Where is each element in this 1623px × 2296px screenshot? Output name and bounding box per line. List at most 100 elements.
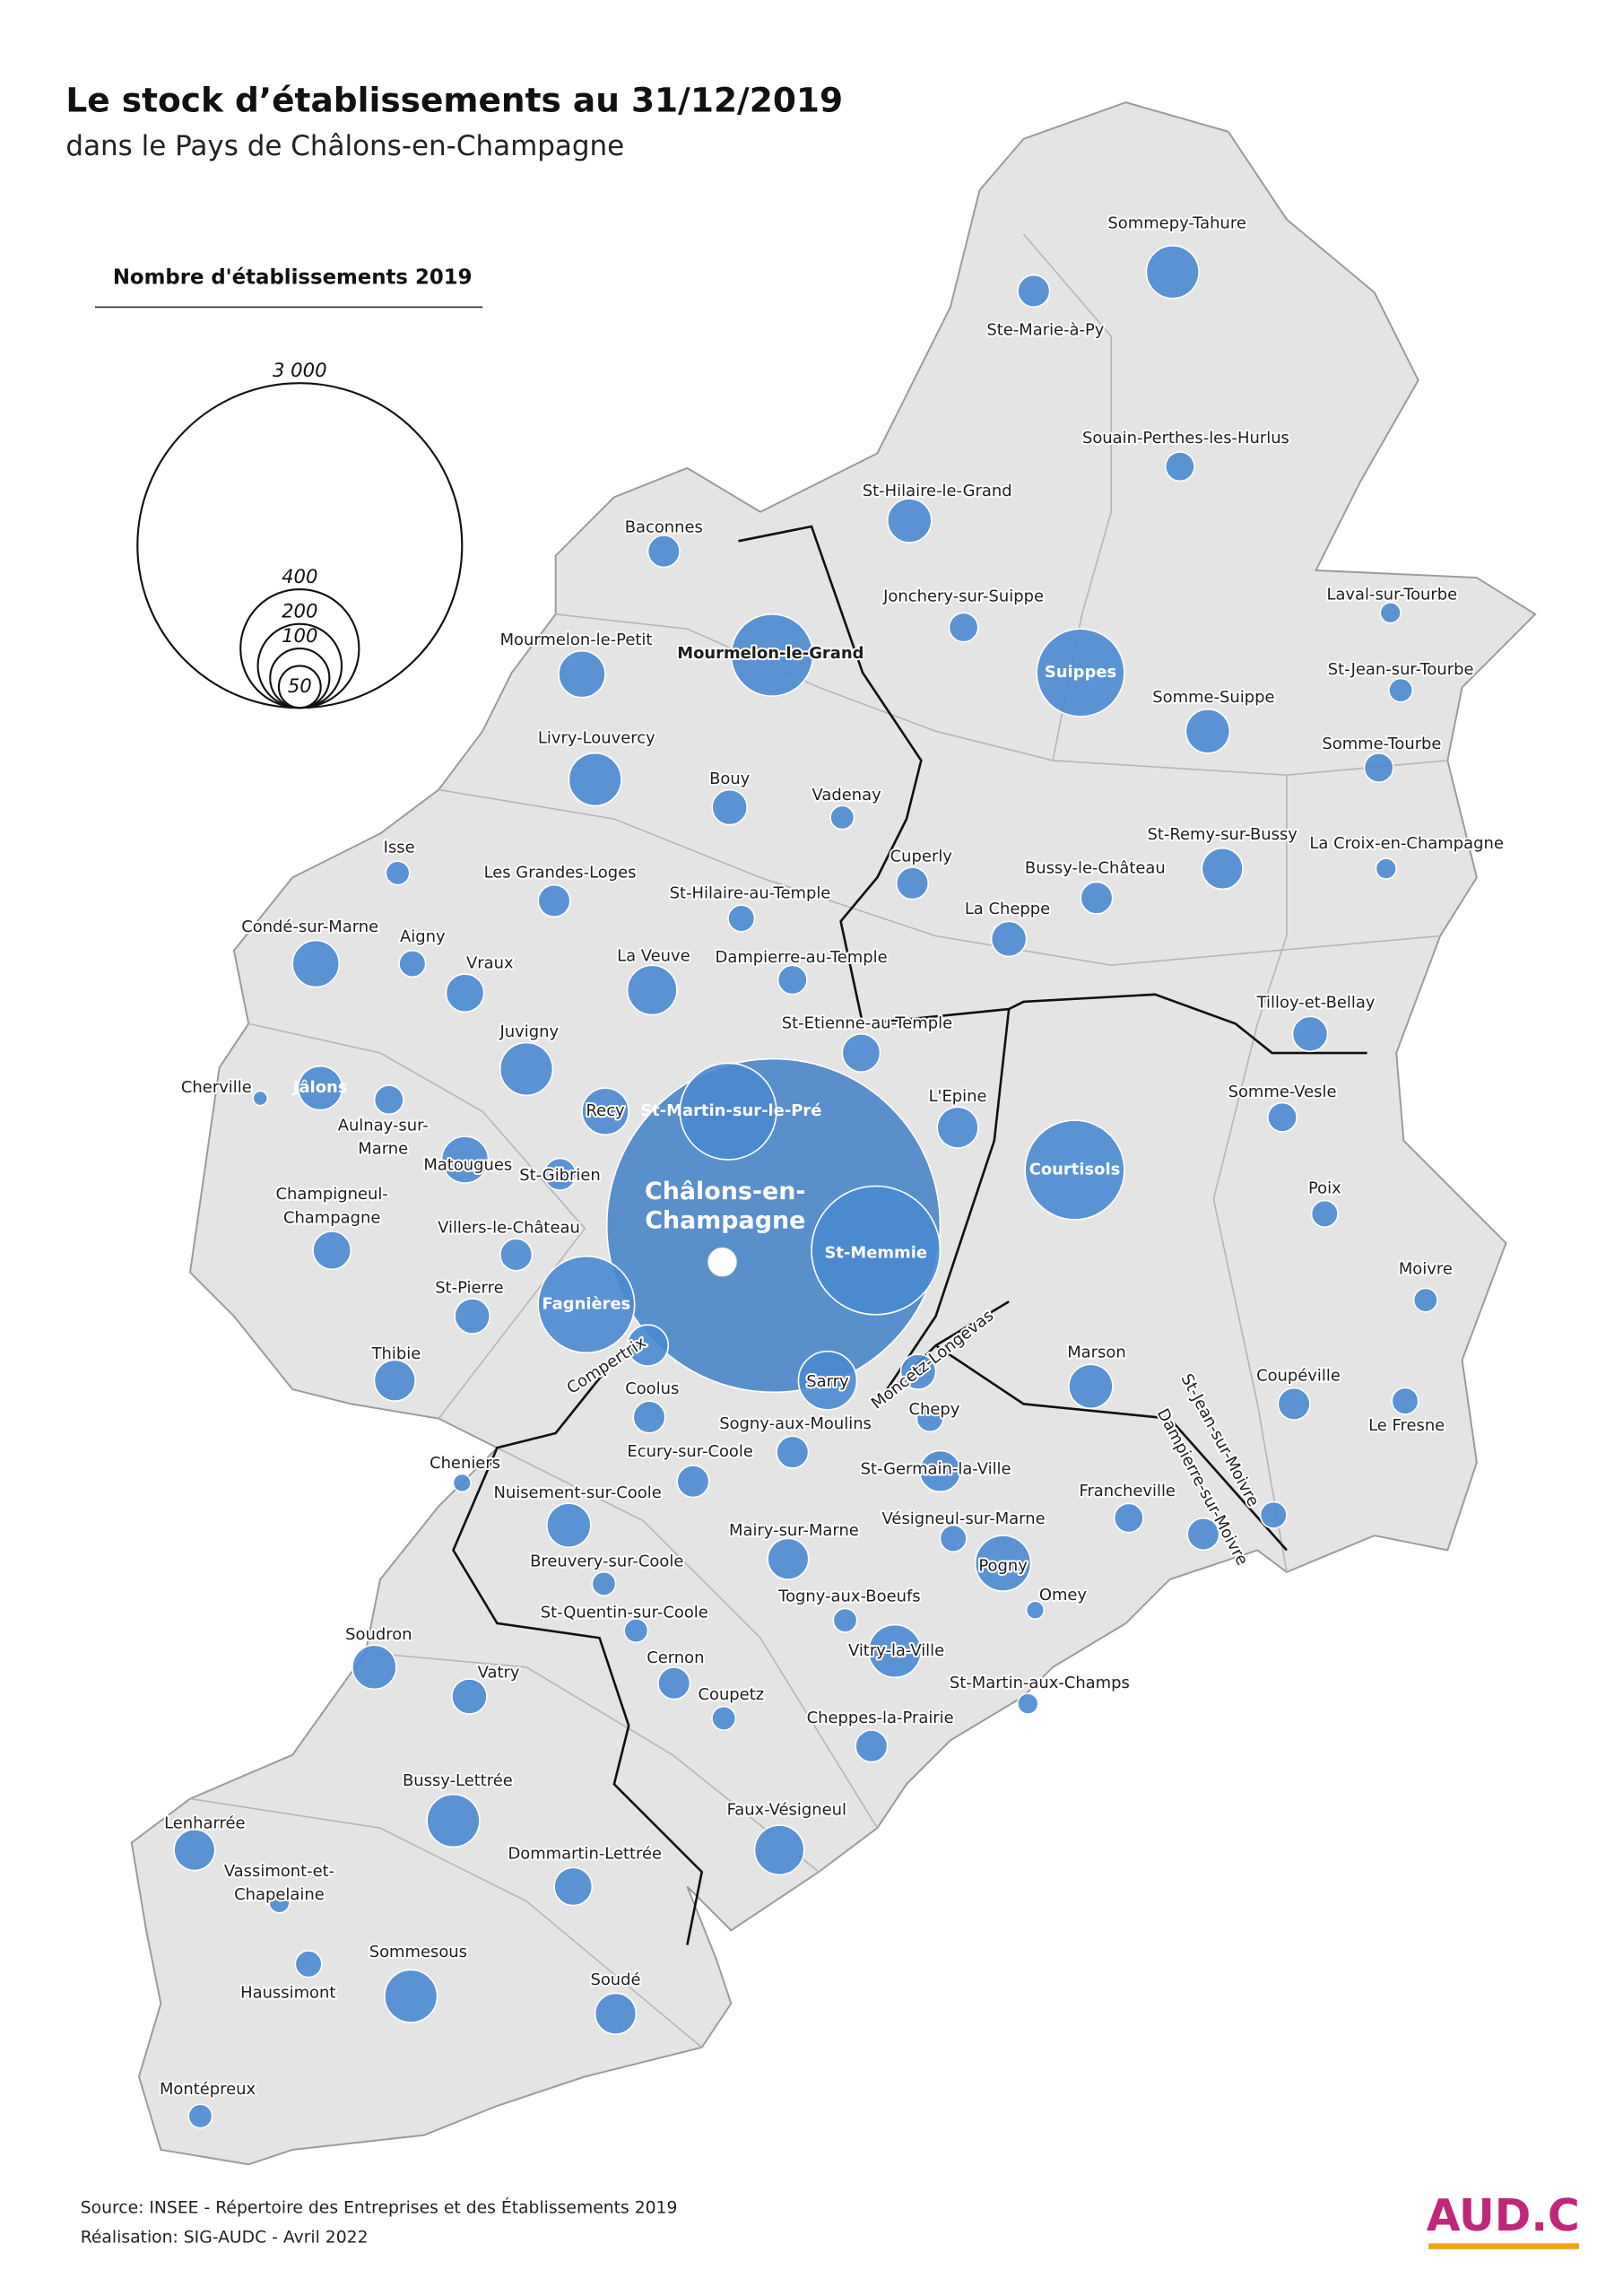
commune-circle [499,1238,534,1272]
commune-label: Coupetz [698,1685,764,1704]
commune-label: Cuperly [890,848,953,866]
commune-label-line: Champagne [645,1206,805,1234]
source: Source: INSEE - Répertoire des Entrepris… [81,2197,678,2218]
commune-circle [440,1135,490,1184]
commune-label: Somme-Suippe [1152,688,1274,707]
commune-label: Aigny [400,927,446,946]
commune-label: La Veuve [617,946,690,965]
commune-circle [594,1992,638,2036]
commune-circle [1277,1387,1311,1421]
commune-borders [189,233,1448,2048]
commune-circle [1259,1500,1288,1529]
commune-label: Vraux [466,954,514,973]
commune-circle [173,1828,216,1872]
commune-label-line: Champigneul- [276,1185,388,1204]
commune-circle [841,1033,881,1073]
commune-circle [797,1350,858,1411]
commune-label: La Croix-en-Champagne [1309,834,1503,853]
commune-circle [936,1106,979,1149]
commune-label: St-Hilaire-au-Temple [670,883,831,902]
commune-circle [385,860,411,886]
circles [173,245,1438,2129]
commune-label: Cheniers [430,1454,500,1473]
commune-label: Ecury-sur-Coole [627,1442,752,1461]
commune-label: Poix [1308,1179,1341,1198]
logo-bar [1428,2243,1580,2249]
commune-circle [711,1705,737,1731]
commune-circle [1375,857,1398,880]
commune-label: Vatry [478,1663,520,1682]
commune-label: Ste-Marie-à-Py [986,321,1104,340]
commune-circle [886,498,933,544]
commune-label-line: Châlons-en- [645,1177,806,1205]
commune-circle [452,1473,473,1493]
commune-label: Recy [586,1101,626,1120]
commune-circle [777,964,808,996]
commune-circle [499,1041,554,1097]
commune-label: Vassimont-et- Chapelaine [224,1862,334,1904]
commune-circle [730,613,814,697]
credit: Réalisation: SIG-AUDC - Avril 2022 [81,2228,369,2247]
commune-label: Bussy-Lettrée [403,1771,513,1790]
subtitle: dans le Pays de Châlons-en-Champagne [65,130,624,162]
commune-circle [626,1324,670,1367]
commune-label: St-Pierre [435,1279,503,1298]
commune-label: Coupéville [1256,1366,1341,1385]
legend-circle [277,665,322,709]
commune-label: Omey [1039,1586,1088,1605]
commune-circle [1388,677,1414,703]
commune-circle [1024,1119,1125,1221]
commune-label: Champigneul- Champagne [276,1185,388,1227]
commune-label: Dommartin-Lettrée [508,1845,662,1864]
commune-circle [542,1157,577,1191]
commune-circle [895,866,930,900]
commune-circle [753,1824,805,1876]
commune-circle [1186,1517,1220,1552]
commune-label: St-Hilaire-le-Grand [863,482,1012,500]
commune-label-line: Chapelaine [234,1885,325,1904]
commune-circle [294,1950,323,1979]
commune-label: Faux-Vésigneul [727,1801,846,1820]
commune-label: Tilloy-et-Bellay [1256,994,1376,1013]
commune-circle [767,1537,810,1580]
commune-label: Jonchery-sur-Suippe [882,587,1044,605]
legend-circle [136,382,464,709]
commune-circle [1291,1015,1329,1053]
commune-circle [1036,628,1125,718]
commune-label: Vitry-la-Ville [848,1641,944,1660]
commune-circle [1164,451,1195,483]
legend-label: 50 [288,674,312,697]
commune-label: Soudé [590,1970,640,1989]
commune-label: Bouy [709,770,751,788]
title: Le stock d’établissements au 31/12/2019 [65,81,843,120]
commune-label: Thibie [371,1344,421,1363]
commune-circle [1185,708,1231,754]
commune-label: L'Epine [929,1087,987,1106]
commune-label: Moivre [1399,1259,1453,1278]
commune-circle [1068,1363,1114,1410]
commune-label-line: Aulnay-sur- [338,1117,429,1135]
commune-label: Pogny [978,1556,1028,1575]
commune-label: Vésigneul-sur-Marne [882,1509,1046,1528]
commune-circle [948,612,979,643]
commune-label: St-Jean-sur-Tourbe [1328,660,1474,679]
commune-circle [581,1087,629,1136]
commune-label: Bussy-le-Château [1025,859,1166,878]
commune-label: Chepy [909,1400,960,1419]
commune-label: Mourmelon-le-Grand [677,644,864,663]
commune-label: Francheville [1079,1482,1176,1500]
centre-dot [707,1247,738,1277]
commune-label: St-Martin-sur-le-Pré [640,1101,821,1120]
commune-circle [398,949,427,978]
commune-label: Somme-Tourbe [1322,735,1441,753]
commune-label: Juvigny [499,1022,560,1041]
commune-circle [384,1969,438,2023]
commune-circle [676,1465,710,1499]
commune-label: St-Germain-la-Ville [861,1460,1011,1479]
commune-circle [1379,601,1402,624]
commune-circle [867,1623,923,1679]
commune-label: Mairy-sur-Marne [729,1521,859,1540]
commune-label: Cernon [647,1648,704,1667]
commune-circle [426,1793,481,1848]
